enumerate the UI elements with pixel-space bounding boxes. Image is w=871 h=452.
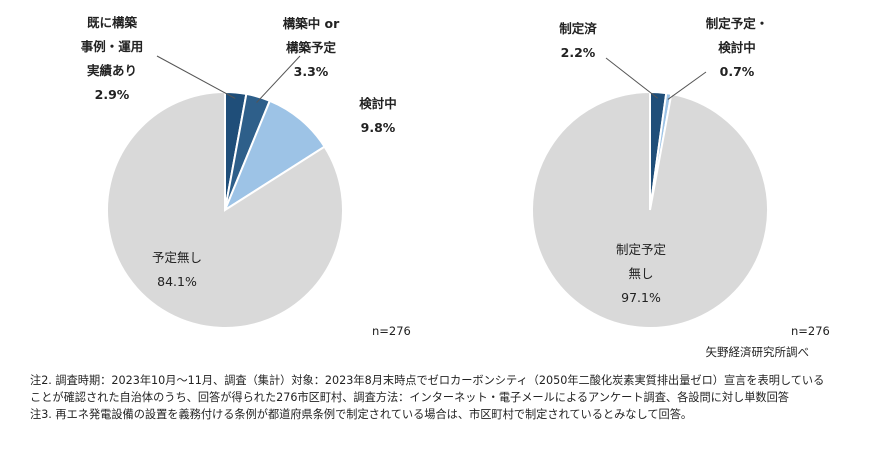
source-credit: 矢野経済研究所調べ	[705, 345, 810, 359]
pie1-label-1-line0: 制定予定・	[706, 16, 769, 31]
pie1-leader-1	[667, 71, 707, 100]
pie1-label-2-line0: 制定予定	[616, 242, 666, 257]
pie0-value-2: 9.8%	[361, 120, 396, 135]
notes-block: 注2. 調査時期：2023年10月～11月、調査（集計）対象：2023年8月末時…	[30, 372, 830, 423]
pie1-label-0-line0: 制定済	[559, 21, 597, 36]
note-2: 注2. 調査時期：2023年10月～11月、調査（集計）対象：2023年8月末時…	[30, 374, 825, 404]
note-3: 注3. 再エネ発電設備の設置を義務付ける条例が都道府県条例で制定されている場合は…	[30, 408, 693, 421]
pie0-value-1: 3.3%	[294, 64, 329, 79]
pie0-leader-1	[256, 55, 301, 103]
pie0-label-0-line1: 事例・運用	[81, 39, 144, 54]
pie0-label-0-line0: 既に構築	[87, 15, 138, 30]
pie1-label-2-line1: 無し	[628, 266, 653, 281]
pie1-slice-2	[531, 90, 769, 329]
n-label-right: n=276	[791, 324, 830, 338]
pie0-value-3: 84.1%	[157, 274, 197, 289]
pie0-label-2-line0: 検討中	[359, 96, 397, 111]
pie0-label-1-line0: 構築中 or	[283, 16, 340, 31]
pie1-leader-0	[605, 57, 659, 99]
pie0-label-0-line2: 実績あり	[87, 63, 137, 78]
pie0-slice-2	[222, 99, 326, 213]
pie1-label-1-line1: 検討中	[718, 40, 756, 55]
n-label-left: n=276	[372, 324, 411, 338]
pie0-label-3-line0: 予定無し	[152, 250, 202, 265]
pie0-label-1-line1: 構築予定	[286, 40, 337, 55]
pie0-slice-3	[106, 90, 344, 329]
pie1-value-0: 2.2%	[561, 45, 596, 60]
pie-charts-area: 既に構築事例・運用実績あり 2.9% 構築中 or 構築予定 3.3% 検討中 9.8% 予定…	[81, 15, 830, 338]
pie0-value-0: 2.9%	[95, 87, 130, 102]
pie1-value-1: 0.7%	[720, 64, 755, 79]
pie1-value-2: 97.1%	[621, 290, 661, 305]
pie0-leader-0	[156, 55, 236, 99]
